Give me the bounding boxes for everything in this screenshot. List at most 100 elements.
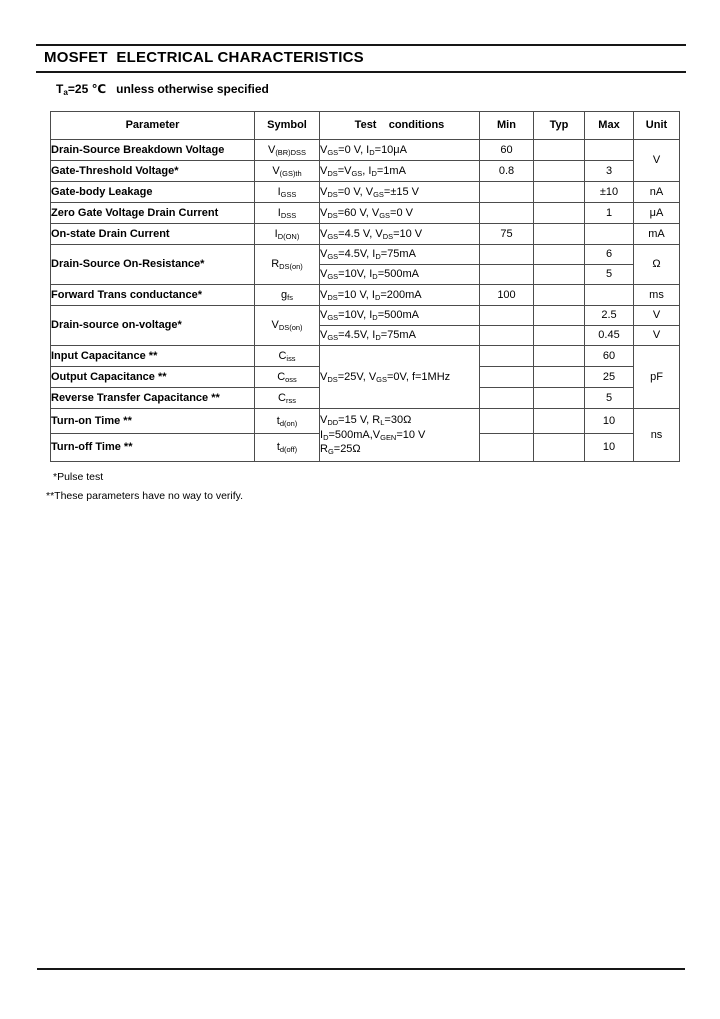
col-header-unit: Unit bbox=[633, 111, 680, 140]
title-underline-rule bbox=[36, 71, 686, 73]
row-on-voltage-1: Drain-source on-voltage* VDS(on) VGS=10V… bbox=[50, 305, 680, 346]
cell-test-conditions: VGS=10V, ID=500mA bbox=[319, 264, 480, 285]
cell-test-conditions: VDS=VGS, ID=1mA bbox=[319, 160, 480, 182]
cell-symbol: IDSS bbox=[254, 202, 320, 224]
cell-parameter: Reverse Transfer Capacitance ** bbox=[50, 387, 255, 409]
cell-max bbox=[584, 284, 634, 306]
row-zero-gate-drain-current: Zero Gate Voltage Drain Current IDSS VDS… bbox=[50, 202, 680, 224]
row-breakdown-voltage: Drain-Source Breakdown Voltage V(BR)DSS … bbox=[50, 139, 680, 182]
cell-max: 60 bbox=[584, 345, 634, 367]
cell-symbol: gfs bbox=[254, 284, 320, 306]
cell-test-conditions: VDS=60 V, VGS=0 V bbox=[319, 202, 480, 224]
condition-line: VDD=15 V, RL=30Ω bbox=[320, 414, 412, 427]
table-header-row: Parameter Symbol Test conditions Min Typ… bbox=[50, 111, 680, 140]
cell-max: 6 bbox=[584, 244, 634, 265]
cell-symbol: Crss bbox=[254, 387, 320, 409]
cell-min bbox=[479, 325, 534, 346]
cell-max: 0.45 bbox=[584, 325, 634, 346]
cell-typ bbox=[533, 264, 585, 285]
cell-min: 75 bbox=[479, 223, 534, 245]
cell-typ bbox=[533, 139, 585, 161]
cell-parameter: Turn-off Time ** bbox=[50, 433, 255, 462]
col-header-parameter: Parameter bbox=[50, 111, 255, 140]
cell-typ bbox=[533, 366, 585, 388]
cell-min: 60 bbox=[479, 139, 534, 161]
cell-unit: ns bbox=[633, 408, 680, 462]
cell-typ bbox=[533, 160, 585, 182]
cell-symbol: V(BR)DSS bbox=[254, 139, 320, 161]
electrical-characteristics-table: Parameter Symbol Test conditions Min Typ… bbox=[50, 111, 680, 462]
cell-test-conditions: VGS=4.5V, ID=75mA bbox=[319, 244, 480, 265]
row-turn-off-time: Turn-off Time ** td(off) 10 bbox=[50, 433, 680, 462]
cell-symbol: RDS(on) bbox=[254, 244, 320, 285]
cell-typ bbox=[533, 223, 585, 245]
cell-max: 3 bbox=[584, 160, 634, 182]
cell-max: 5 bbox=[584, 264, 634, 285]
cell-min bbox=[479, 202, 534, 224]
col-header-max: Max bbox=[584, 111, 634, 140]
cell-min: 100 bbox=[479, 284, 534, 306]
cell-max: 25 bbox=[584, 366, 634, 388]
cell-unit: mA bbox=[633, 223, 680, 245]
cell-symbol: td(off) bbox=[254, 433, 320, 462]
cell-parameter: Turn-on Time ** bbox=[50, 408, 255, 434]
cell-min bbox=[479, 181, 534, 203]
cell-symbol: td(on) bbox=[254, 408, 320, 434]
col-header-typ: Typ bbox=[533, 111, 585, 140]
row-on-resistance-1: Drain-Source On-Resistance* RDS(on) VGS=… bbox=[50, 244, 680, 285]
col-header-test-conditions: Test conditions bbox=[319, 111, 480, 140]
col-header-symbol: Symbol bbox=[254, 111, 320, 140]
condition-line: ID=500mA,VGEN=10 V bbox=[320, 428, 426, 442]
cell-typ bbox=[533, 408, 585, 434]
cell-max bbox=[584, 139, 634, 161]
cell-typ bbox=[533, 345, 585, 367]
row-forward-transconductance: Forward Trans conductance* gfs VDS=10 V,… bbox=[50, 284, 680, 306]
cell-parameter: On-state Drain Current bbox=[50, 223, 255, 245]
note-pulse-test: *Pulse test bbox=[53, 471, 104, 483]
cell-typ bbox=[533, 387, 585, 409]
cell-test-conditions: VGS=10V, ID=500mA bbox=[319, 305, 480, 326]
cell-min bbox=[479, 408, 534, 434]
cell-max: 5 bbox=[584, 387, 634, 409]
row-gate-threshold: Gate-Threshold Voltage* V(GS)th VDS=VGS,… bbox=[50, 160, 680, 182]
cell-max: 1 bbox=[584, 202, 634, 224]
cell-unit: pF bbox=[633, 345, 680, 409]
cell-max: 10 bbox=[584, 433, 634, 462]
cell-symbol: Ciss bbox=[254, 345, 320, 367]
cell-min bbox=[479, 345, 534, 367]
cell-parameter: Drain-Source Breakdown Voltage bbox=[50, 139, 255, 161]
bottom-rule bbox=[37, 968, 685, 970]
cell-test-conditions: VGS=0 V, ID=10μA bbox=[319, 139, 480, 161]
cell-typ bbox=[533, 244, 585, 265]
cell-max: ±10 bbox=[584, 181, 634, 203]
row-on-state-drain-current: On-state Drain Current ID(ON) VGS=4.5 V,… bbox=[50, 223, 680, 245]
cell-symbol: Coss bbox=[254, 366, 320, 388]
cell-symbol: V(GS)th bbox=[254, 160, 320, 182]
cell-parameter: Zero Gate Voltage Drain Current bbox=[50, 202, 255, 224]
row-turn-on-time: Turn-on Time ** td(on) VDD=15 V, RL=30Ω … bbox=[50, 408, 680, 462]
cell-typ bbox=[533, 181, 585, 203]
cell-min bbox=[479, 264, 534, 285]
cell-unit: μA bbox=[633, 202, 680, 224]
cell-typ bbox=[533, 433, 585, 462]
top-rule bbox=[36, 44, 686, 46]
cell-min bbox=[479, 366, 534, 388]
condition-line: RG=25Ω bbox=[320, 443, 361, 457]
cell-unit: V bbox=[633, 305, 680, 326]
cell-test-conditions: VGS=4.5V, ID=75mA bbox=[319, 325, 480, 346]
col-header-min: Min bbox=[479, 111, 534, 140]
cell-parameter: Gate-body Leakage bbox=[50, 181, 255, 203]
cell-max bbox=[584, 223, 634, 245]
cell-parameter: Drain-Source On-Resistance* bbox=[50, 244, 255, 285]
cell-unit: ms bbox=[633, 284, 680, 306]
cell-symbol: ID(ON) bbox=[254, 223, 320, 245]
cell-test-conditions: VDS=0 V, VGS=±15 V bbox=[319, 181, 480, 203]
cell-parameter: Drain-source on-voltage* bbox=[50, 305, 255, 346]
cell-min: 0.8 bbox=[479, 160, 534, 182]
test-conditions-subtitle: Ta=25 ℃ unless otherwise specified bbox=[56, 82, 269, 98]
cell-min bbox=[479, 387, 534, 409]
row-reverse-transfer-capacitance: Reverse Transfer Capacitance ** Crss 5 bbox=[50, 387, 680, 409]
cell-min bbox=[479, 433, 534, 462]
cell-test-conditions: VGS=4.5 V, VDS=10 V bbox=[319, 223, 480, 245]
cell-max: 2.5 bbox=[584, 305, 634, 326]
